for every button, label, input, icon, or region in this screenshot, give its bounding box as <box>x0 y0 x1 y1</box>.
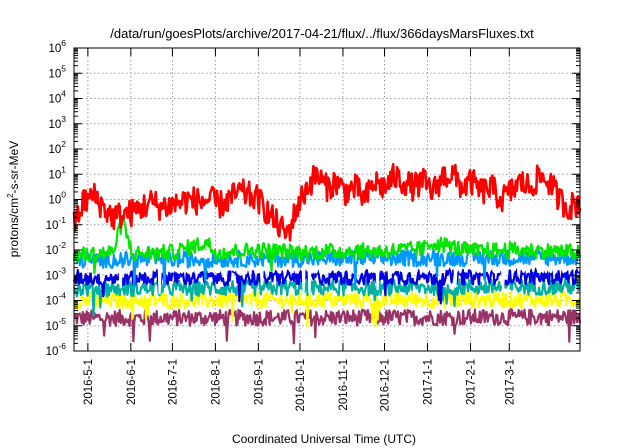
y-tick-label: 101 <box>48 164 66 181</box>
y-axis-label-suffix: -s-sr-MeV <box>7 141 21 194</box>
series-3-line <box>72 262 582 295</box>
y-tick-label: 10-6 <box>46 341 67 358</box>
y-tick-label: 10-4 <box>46 291 67 308</box>
x-tick-label: 2016-10-1 <box>295 359 307 411</box>
y-tick-label: 10-2 <box>46 240 67 257</box>
x-tick-label: 2016-9-1 <box>253 359 265 405</box>
y-tick-label: 100 <box>48 190 66 207</box>
x-axis-label: Coordinated Universal Time (UTC) <box>232 432 416 446</box>
y-axis-label-exponent: 2 <box>6 193 15 198</box>
y-tick-label: 10-5 <box>46 316 67 333</box>
y-tick-label: 106 <box>48 38 66 55</box>
x-tick-label: 2017-2-1 <box>465 359 477 405</box>
y-tick-label: 10-1 <box>46 215 67 232</box>
series-1-line <box>72 215 581 275</box>
series-6-line <box>72 290 582 328</box>
data-series <box>72 163 582 345</box>
y-axis-label-prefix: protons/cm <box>7 198 21 257</box>
series-0-line <box>72 163 582 242</box>
chart-title: /data/run/goesPlots/archive/2017-04-21/f… <box>110 26 534 41</box>
axes: 10-6 10-5 10-4 10-3 10-2 10-1 100 101 102 103 104 1… <box>46 38 580 411</box>
y-tick-label: 104 <box>48 89 66 106</box>
y-tick-label: 102 <box>48 139 66 156</box>
x-tick-label: 2017-3-1 <box>504 359 516 405</box>
x-tick-label: 2016-5-1 <box>83 359 95 405</box>
x-tick-label: 2016-7-1 <box>167 359 179 405</box>
x-tick-label: 2016-6-1 <box>126 359 138 405</box>
y-axis-label: protons/cm2-s-sr-MeV <box>6 141 21 257</box>
series-7-line <box>73 308 582 345</box>
series-5-line <box>72 278 582 317</box>
x-tick-label: 2017-1-1 <box>423 359 435 405</box>
x-tick-label: 2016-8-1 <box>210 359 222 405</box>
y-tick-label: 105 <box>48 63 66 80</box>
y-tick-label: 103 <box>48 114 66 131</box>
x-tick-label: 2016-12-1 <box>380 359 392 411</box>
y-tick-label: 10-3 <box>46 265 67 282</box>
x-tick-label: 2016-11-1 <box>338 359 350 411</box>
